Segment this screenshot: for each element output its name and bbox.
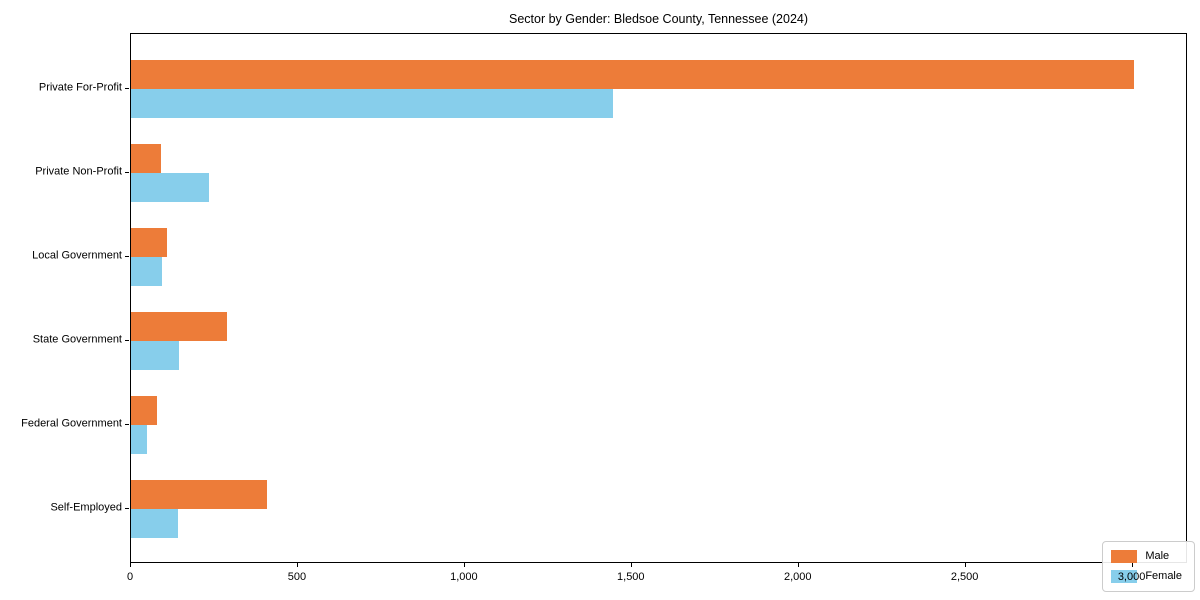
bar-male: [131, 396, 158, 425]
y-tick-mark: [125, 424, 129, 425]
x-tick-label: 2,500: [950, 571, 979, 583]
y-tick-mark: [125, 340, 129, 341]
bar-female: [131, 509, 179, 538]
x-tick-label: 3,000: [1117, 571, 1146, 583]
x-tick-mark: [797, 563, 799, 567]
legend: Male Female: [1102, 541, 1195, 592]
bar-female: [131, 257, 163, 286]
x-tick-label: 0: [126, 571, 134, 583]
legend-entry-male: Male: [1111, 550, 1182, 563]
y-tick-label: Private For-Profit: [38, 81, 122, 94]
y-tick-label: State Government: [32, 333, 122, 346]
legend-entry-female: Female: [1111, 570, 1182, 583]
legend-label-male: Male: [1145, 550, 1170, 562]
x-tick-label: 1,500: [617, 571, 645, 583]
chart-title: Sector by Gender: Bledsoe County, Tennes…: [508, 12, 809, 26]
bar-male: [131, 228, 168, 257]
x-tick-mark: [296, 563, 298, 567]
y-tick-label: Local Government: [32, 249, 122, 262]
legend-label-female: Female: [1145, 570, 1182, 582]
plot-area: [130, 33, 1187, 563]
y-tick-mark: [125, 172, 129, 173]
bar-male: [131, 312, 227, 341]
female-swatch: [1111, 570, 1138, 583]
x-tick-label: 500: [287, 571, 307, 583]
y-tick-label: Self-Employed: [50, 501, 122, 514]
x-tick-mark: [630, 563, 632, 567]
x-tick-mark: [1131, 563, 1133, 567]
x-tick-mark: [964, 563, 966, 567]
x-tick-label: 2,000: [783, 571, 812, 583]
y-tick-mark: [125, 256, 129, 257]
bar-male: [131, 480, 267, 509]
y-tick-mark: [125, 88, 129, 89]
bar-female: [131, 89, 614, 118]
male-swatch: [1111, 550, 1138, 563]
bar-male: [131, 144, 162, 173]
y-tick-label: Federal Government: [21, 417, 122, 430]
bar-female: [131, 425, 148, 454]
x-tick-mark: [130, 563, 131, 567]
bar-female: [131, 341, 180, 370]
y-axis-labels: Private For-Profit Private Non-Profit Loca…: [0, 33, 122, 563]
bar-female: [131, 173, 209, 202]
y-tick-label: Private Non-Profit: [35, 165, 122, 178]
x-tick-mark: [463, 563, 465, 567]
x-tick-label: 1,000: [450, 571, 478, 583]
y-tick-mark: [125, 508, 129, 509]
bar-male: [131, 60, 1134, 89]
